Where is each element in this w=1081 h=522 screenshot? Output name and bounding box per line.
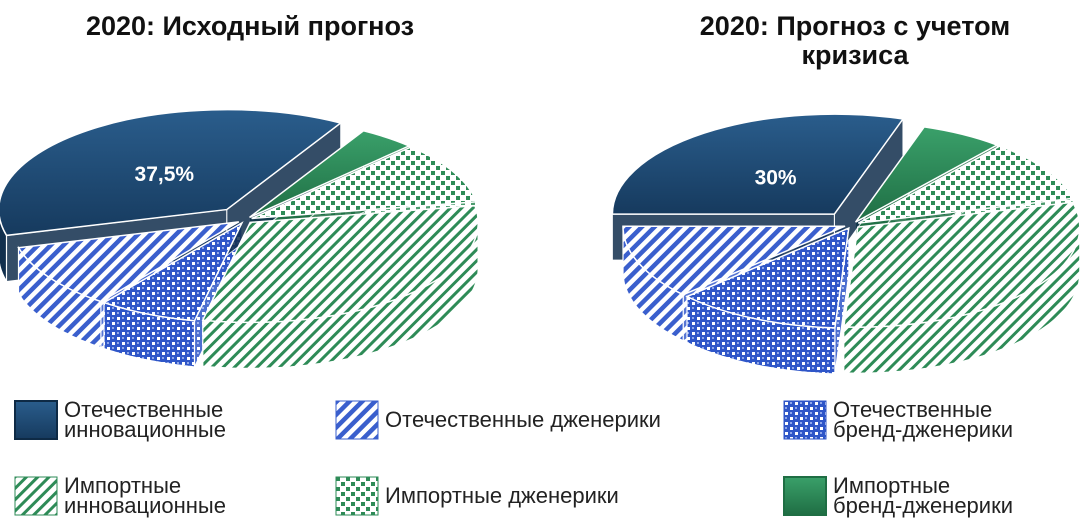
legend-item-domestic-innovative: Отечественные инновационные (14, 397, 226, 442)
legend-swatch-green-diagonal (14, 476, 58, 516)
pie-slice-импортные-бренд-дженерики (249, 129, 411, 219)
pie-chart-crisis-forecast: 30% (611, 113, 1081, 375)
legend-swatch-green (783, 476, 827, 516)
legend-label: Отечественные инновационные (64, 397, 226, 442)
legend-swatch-blue-check (783, 400, 827, 440)
legend-label: Импортные бренд-дженерики (833, 473, 1013, 518)
legend-item-import-innovative: Импортные инновационные (14, 473, 226, 518)
pie-slice-отечественные-дженерики (622, 225, 846, 296)
pie-slice-отечественные-инновационные (0, 108, 343, 237)
legend-label: Импортные инновационные (64, 473, 226, 518)
pie-slice-импортные-дженерики (251, 146, 478, 220)
legend-label: Импортные дженерики (385, 483, 619, 508)
legend-item-import-generics: Импортные дженерики (335, 476, 619, 516)
pie-slice-отечественные-инновационные (611, 113, 905, 215)
data-label-отечественные-инновационные: 37,5% (135, 163, 195, 186)
legend-label: Отечественные бренд-дженерики (833, 397, 1013, 442)
legend-item-domestic-generics: Отечественные дженерики (335, 400, 661, 440)
pie-slice-отечественные-бренд-дженерики (685, 226, 850, 329)
pie-slice-отечественные-дженерики (17, 221, 240, 303)
legend-swatch-green-dots (335, 476, 379, 516)
pie-slice-импортные-дженерики (857, 145, 1075, 224)
data-label-отечественные-инновационные: 30% (755, 167, 797, 190)
pie-slice-импортные-инновационные (201, 204, 479, 324)
pie-slice-импортные-инновационные (842, 201, 1081, 328)
legend-label: Отечественные дженерики (385, 407, 661, 432)
pie-chart-original-forecast: 37,5% (0, 108, 479, 369)
legend-item-domestic-brand-generics: Отечественные бренд-дженерики (783, 397, 1013, 442)
pie-slice-отечественные-бренд-дженерики (102, 221, 244, 322)
pie-slice-импортные-бренд-дженерики (855, 126, 999, 223)
chart-title-crisis-forecast: 2020: Прогноз с учетом кризиса (699, 11, 1011, 70)
chart-title-original-forecast: 2020: Исходный прогноз (85, 11, 415, 41)
legend-swatch-navy (14, 400, 58, 440)
legend-swatch-blue-diagonal (335, 400, 379, 440)
legend-item-import-brand-generics: Импортные бренд-дженерики (783, 473, 1013, 518)
